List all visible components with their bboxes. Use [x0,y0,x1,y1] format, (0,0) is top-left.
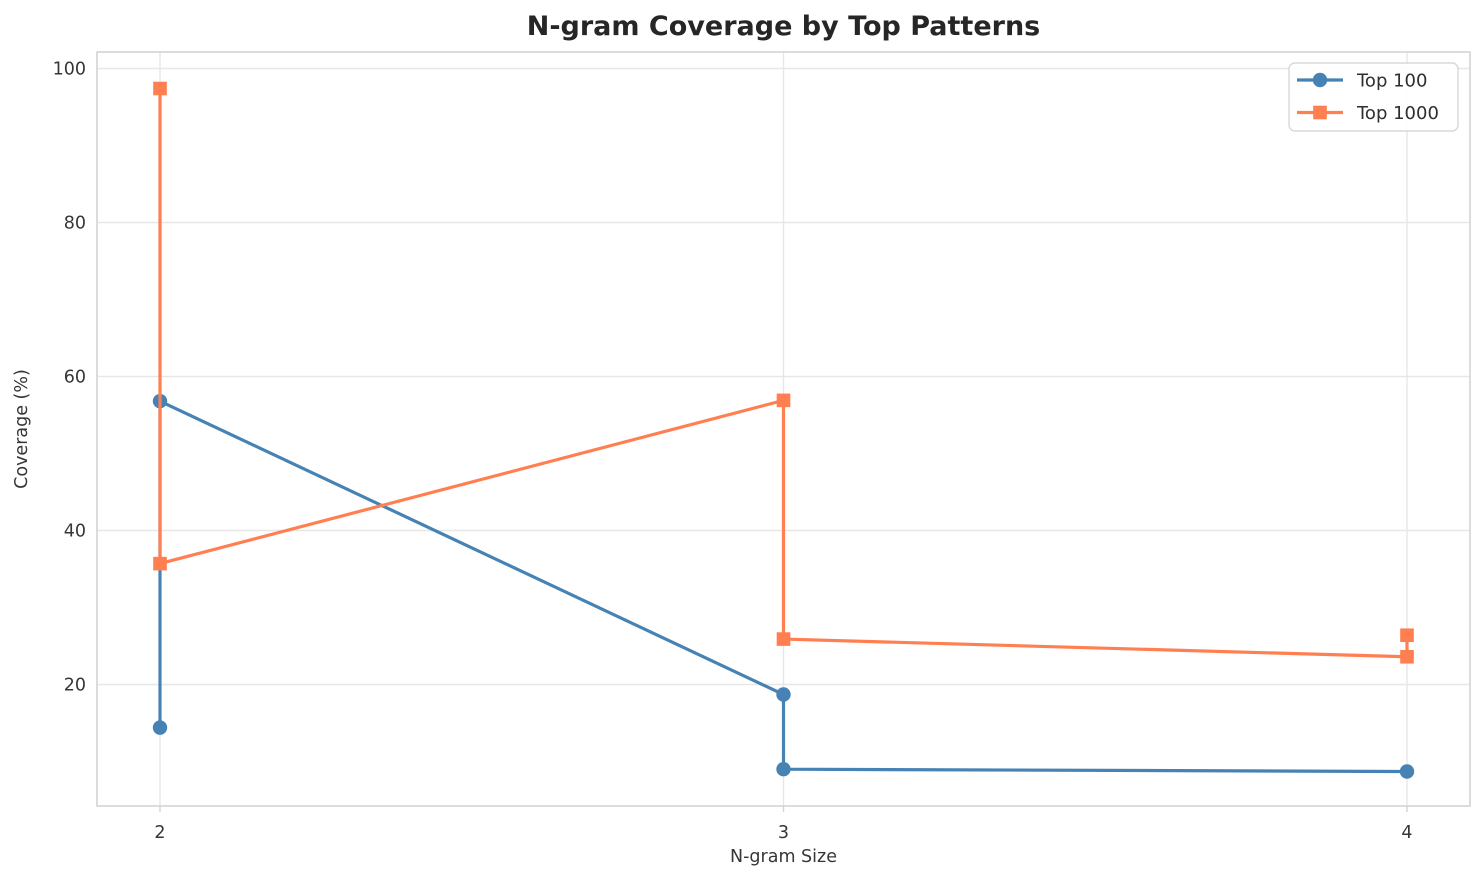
data-point-marker [153,556,167,571]
data-point-marker [776,632,791,646]
data-point-marker [153,81,167,96]
y-axis-label: Coverage (%) [12,369,32,489]
x-tick-label: 3 [778,823,789,843]
y-tick-label: 100 [53,60,86,80]
legend-item: Top 1000 [1297,103,1439,124]
data-point-marker [776,762,791,777]
data-point-marker [776,393,791,408]
legend-item: Top 100 [1297,71,1427,92]
x-tick-label: 2 [154,823,165,843]
legend: Top 100 Top 1000 [1288,62,1459,132]
y-tick-label: 80 [64,214,86,234]
legend-marker [1312,72,1328,88]
legend-marker [1313,105,1327,120]
y-tick-label: 20 [64,676,86,696]
series-top-1000 [153,81,1414,664]
data-point-marker [152,720,168,735]
y-tick-label: 60 [64,368,86,388]
x-tick-label: 4 [1401,823,1412,843]
legend-label: Top 100 [1356,71,1427,92]
data-point-marker [1399,764,1415,779]
chart-title: N-gram Coverage by Top Patterns [526,11,1041,42]
x-axis-label: N-gram Size [730,847,837,867]
data-point-marker [1400,649,1414,664]
data-point-marker [1400,628,1414,643]
legend-label: Top 1000 [1356,103,1439,124]
y-tick-label: 40 [64,522,86,542]
data-point-marker [776,687,791,702]
